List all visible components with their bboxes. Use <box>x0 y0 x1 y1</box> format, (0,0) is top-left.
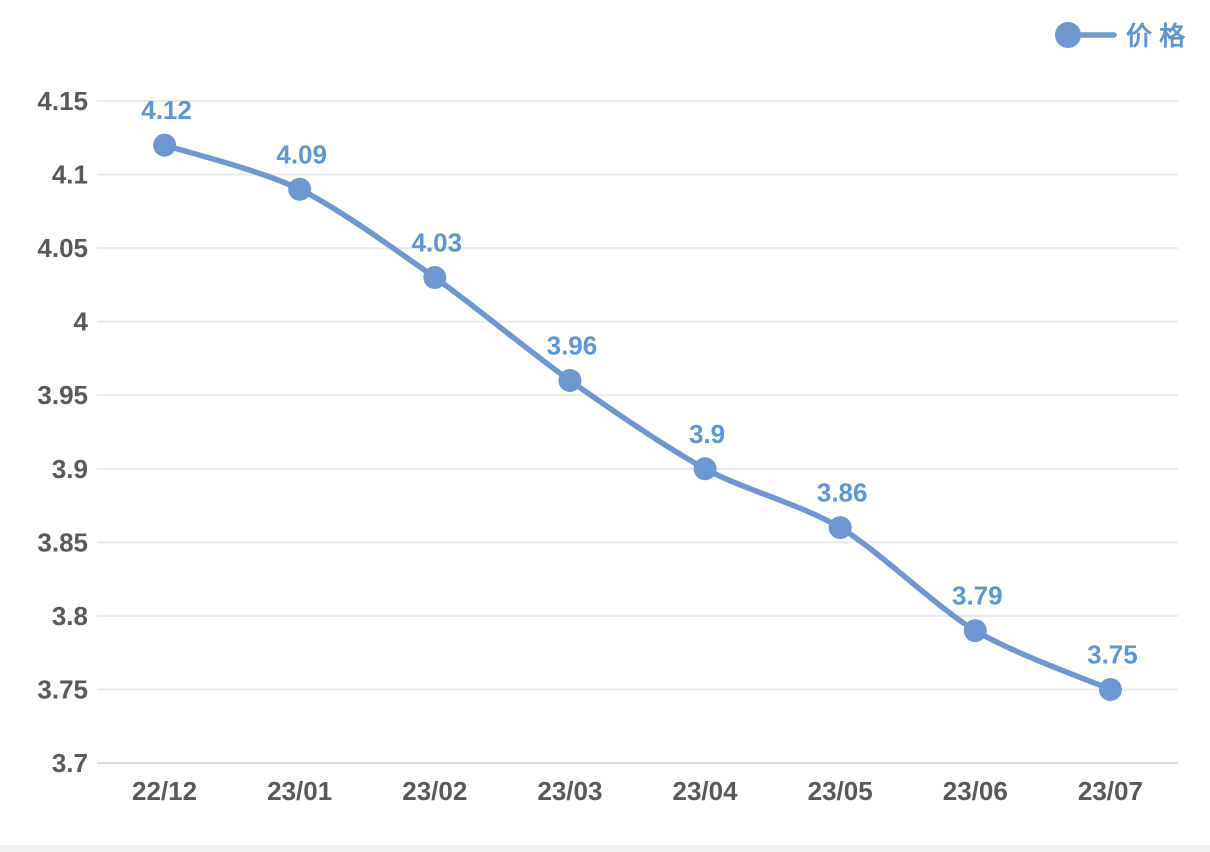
data-points <box>153 133 1122 701</box>
data-point-label: 4.12 <box>141 95 192 125</box>
y-axis-label: 4.15 <box>37 86 88 116</box>
y-axis-label: 4.1 <box>52 160 88 190</box>
data-point-label: 3.86 <box>817 478 868 508</box>
x-axis-label: 23/06 <box>943 776 1008 806</box>
y-axis-label: 3.8 <box>52 601 88 631</box>
data-point-marker <box>558 369 582 393</box>
series-line <box>161 142 1114 693</box>
data-point-label: 3.79 <box>952 581 1003 611</box>
legend: 价 格 <box>1055 21 1186 51</box>
y-axis-label: 3.75 <box>37 674 88 704</box>
data-point-label: 3.96 <box>547 331 598 361</box>
x-axis-label: 23/05 <box>808 776 873 806</box>
data-point-marker <box>693 457 717 481</box>
y-axis-label: 4.05 <box>37 233 88 263</box>
data-point-label: 3.75 <box>1087 639 1138 669</box>
data-point-marker <box>828 516 852 540</box>
legend-label: 价 格 <box>1126 21 1186 51</box>
data-point-marker <box>288 177 312 201</box>
x-axis-label: 23/04 <box>673 776 739 806</box>
data-point-marker <box>963 619 987 643</box>
data-point-marker <box>153 133 177 157</box>
y-axis-label: 3.7 <box>52 748 88 778</box>
y-axis-label: 3.95 <box>37 380 88 410</box>
x-axis-label: 23/02 <box>402 776 467 806</box>
y-axis-label: 3.85 <box>37 527 88 557</box>
data-point-marker <box>423 266 447 290</box>
data-point-label: 4.09 <box>276 139 327 169</box>
data-point-marker <box>1098 677 1122 701</box>
x-axis-label: 23/01 <box>267 776 332 806</box>
data-point-label: 3.9 <box>689 419 725 449</box>
legend-marker-icon <box>1055 22 1081 48</box>
y-axis-tick-labels: 4.15 4.1 4.05 4 3.95 3.9 3.85 3.8 3.75 3.7 <box>37 86 88 778</box>
x-axis-label: 23/03 <box>537 776 602 806</box>
window-bottom-border <box>0 845 1210 852</box>
x-axis-label: 23/07 <box>1078 776 1143 806</box>
data-point-labels: 4.12 4.09 4.03 3.96 3.9 3.86 3.79 3.75 <box>141 95 1137 669</box>
gridlines <box>97 100 1178 764</box>
data-point-label: 4.03 <box>412 228 463 258</box>
y-axis-label: 3.9 <box>52 454 88 484</box>
x-axis-label: 22/12 <box>132 776 197 806</box>
x-axis-tick-labels: 22/12 23/01 23/02 23/03 23/04 23/05 23/06 23/07 <box>132 776 1143 806</box>
y-axis-label: 4 <box>74 307 89 337</box>
